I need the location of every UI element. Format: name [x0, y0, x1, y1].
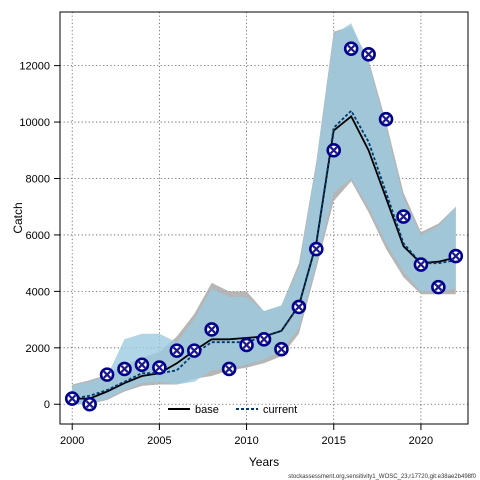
- y-tick-label: 10000: [19, 117, 50, 129]
- observed-point-marker: [155, 363, 164, 372]
- observed-point-marker: [172, 346, 181, 355]
- y-tick-label: 6000: [26, 230, 50, 242]
- observed-point-marker: [434, 283, 443, 292]
- observed-point-marker: [137, 360, 146, 369]
- y-axis-title: Catch: [11, 202, 25, 233]
- x-axis-title: Years: [249, 455, 279, 469]
- observed-points: [64, 41, 464, 412]
- y-tick-label: 8000: [26, 173, 50, 185]
- observed-point-marker: [260, 335, 268, 344]
- confidence-bands: [72, 23, 456, 405]
- x-tick-label: 2005: [147, 435, 171, 447]
- x-tick-label: 2020: [409, 435, 433, 447]
- y-axis: 0 2000 4000 6000 8000 10000 12000: [19, 61, 60, 411]
- observed-point-marker: [451, 252, 460, 261]
- legend-label-base: base: [195, 404, 219, 416]
- observed-point-marker: [277, 345, 286, 354]
- y-tick-label: 4000: [26, 286, 50, 298]
- series-line-current: [72, 109, 456, 400]
- confidence-band-current: [72, 23, 456, 405]
- observed-point-marker: [85, 400, 94, 409]
- observed-point-marker: [399, 212, 408, 221]
- x-tick-label: 2015: [322, 435, 346, 447]
- observed-point-marker: [225, 364, 234, 373]
- y-tick-label: 12000: [19, 61, 50, 73]
- observed-point-marker: [329, 146, 338, 155]
- observed-point-marker: [312, 245, 321, 254]
- observed-point-marker: [242, 341, 251, 349]
- y-tick-label: 0: [44, 399, 50, 411]
- observed-point-marker: [207, 325, 216, 334]
- observed-point-marker: [382, 115, 391, 124]
- legend-label-current: current: [263, 404, 297, 416]
- x-tick-label: 2000: [60, 435, 84, 447]
- legend: base current: [168, 404, 297, 416]
- x-tick-label: 2010: [234, 435, 258, 447]
- observed-point-marker: [416, 260, 425, 269]
- x-axis: 2000 2005 2010 2015 2020: [60, 424, 433, 447]
- plot-frame: [59, 11, 469, 425]
- observed-point-marker: [364, 50, 373, 59]
- observed-point-marker: [103, 370, 112, 379]
- footer-text: stockassessment.org,sensitivity1_WOSC_23…: [288, 474, 476, 480]
- observed-point-marker: [347, 44, 356, 53]
- y-tick-label: 2000: [26, 343, 50, 355]
- observed-point-marker: [294, 302, 303, 311]
- observed-point-marker: [68, 394, 77, 403]
- observed-point-marker: [120, 364, 129, 373]
- observed-point-marker: [190, 346, 199, 355]
